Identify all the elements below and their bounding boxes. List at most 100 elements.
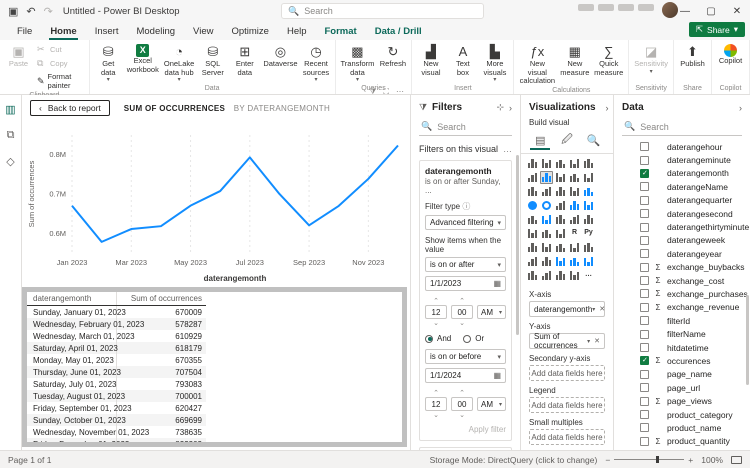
get-more-visuals-icon[interactable]: … (585, 271, 592, 278)
table-row[interactable]: Friday, September 01, 2023 620427 (27, 402, 206, 414)
arcgis-map-icon[interactable] (540, 255, 553, 268)
table-row[interactable]: Monday, May 01, 2023 670355 (27, 354, 206, 366)
key-influencers-icon[interactable] (526, 241, 539, 254)
chevron-down-icon[interactable]: ▾ (592, 306, 596, 313)
slicer-icon[interactable] (526, 269, 539, 282)
menu-tab-optimize[interactable]: Optimize (231, 25, 269, 37)
transform-data-button[interactable]: ▩ Transform data ▾ (340, 44, 375, 84)
table-row[interactable]: Tuesday, August 01, 2023 700001 (27, 390, 206, 402)
field-item-daterangequarter[interactable]: daterangequarter (614, 194, 750, 207)
donut-chart-icon[interactable] (540, 199, 553, 212)
tab-format-visual[interactable]: 🖉 (561, 133, 573, 146)
table-row[interactable]: Saturday, July 01, 2023 793083 (27, 378, 206, 390)
new-visual-calculation-button[interactable]: ƒx New visual calculation (519, 44, 556, 86)
quick-measure-button[interactable]: ∑ Quick measure (594, 44, 624, 77)
well-dropzone[interactable]: Add data fields here (529, 365, 605, 381)
field-checkbox[interactable] (640, 209, 649, 219)
condition1-dropdown[interactable]: is on or after ▾ (425, 257, 506, 272)
field-checkbox[interactable] (640, 356, 649, 366)
smart-narrative-icon[interactable] (568, 241, 581, 254)
table-header-daterangemonth[interactable]: daterangemonth (27, 292, 117, 306)
field-checkbox[interactable] (640, 222, 649, 232)
filter-funnel-icon[interactable]: ⧩ (369, 87, 377, 96)
field-checkbox[interactable] (640, 289, 649, 299)
treemap-icon[interactable] (554, 199, 567, 212)
power-automate-icon[interactable] (568, 255, 581, 268)
daterangemonth-filter-card[interactable]: daterangemonth is on or after Sunday, ..… (419, 160, 512, 441)
calendar-icon[interactable]: ▦ (493, 371, 501, 380)
collapse-pane-icon[interactable]: › (739, 102, 742, 113)
table-row[interactable]: Thursday, June 01, 2023 707504 (27, 366, 206, 378)
more-options-icon[interactable]: ⋯ (396, 87, 404, 96)
gauge-icon[interactable] (554, 213, 567, 226)
hour1-input[interactable]: 12 (425, 305, 447, 319)
field-checkbox[interactable] (640, 235, 649, 245)
minute1-down-icon[interactable]: ⌄ (459, 320, 465, 327)
100-stacked-bar-chart-icon[interactable] (582, 157, 595, 170)
data-search-input[interactable]: 🔍 Search (622, 118, 742, 136)
table-visual-selected[interactable]: daterangemonth Sum of occurrences Sunday… (22, 287, 407, 447)
copy-button[interactable]: ⧉ Copy (37, 58, 68, 68)
button-slicer-icon[interactable] (554, 269, 567, 282)
hour2-down-icon[interactable]: ⌄ (433, 412, 439, 419)
clustered-bar-chart-icon[interactable] (554, 157, 567, 170)
filter-type-dropdown[interactable]: Advanced filtering ▾ (425, 215, 506, 230)
filled-map-icon[interactable] (582, 199, 595, 212)
text-box-button[interactable]: A Text box (456, 44, 470, 77)
focus-mode-icon[interactable]: ⛶ (383, 87, 389, 96)
waterfall-chart-icon[interactable] (554, 185, 567, 198)
tab-analytics[interactable]: 🔍 (586, 134, 601, 147)
field-item-daterangeminute[interactable]: daterangeminute (614, 153, 750, 166)
menu-tab-insert[interactable]: Insert (94, 25, 119, 37)
goals-icon[interactable] (582, 241, 595, 254)
new-slicer-icon[interactable] (568, 269, 581, 282)
excel-workbook-button[interactable]: X Excel workbook (126, 44, 159, 74)
field-item-daterangehour[interactable]: daterangehour (614, 140, 750, 153)
qa-visual-icon[interactable] (554, 241, 567, 254)
table-row[interactable]: Wednesday, November 01, 2023 738635 (27, 426, 206, 438)
field-item-daterangemonth[interactable]: daterangemonth (614, 167, 750, 180)
save-icon[interactable]: ▣ (8, 5, 19, 18)
enter-data-button[interactable]: ⊞ Enter data (235, 44, 254, 77)
zoom-track[interactable] (614, 456, 685, 463)
sql-server-button[interactable]: ⛁ SQL Server (201, 44, 224, 77)
model-view-icon[interactable]: ⧉ (6, 128, 15, 141)
field-item-daterangeyear[interactable]: daterangeyear (614, 247, 750, 260)
undo-icon[interactable]: ↶ (26, 5, 36, 18)
minute2-input[interactable]: 00 (451, 397, 473, 411)
publish-button[interactable]: ⬆ Publish (680, 44, 705, 68)
field-checkbox[interactable] (640, 195, 649, 205)
new-measure-button[interactable]: ▦ New measure (560, 44, 590, 77)
table-row[interactable]: Saturday, April 01, 2023 618179 (27, 342, 206, 354)
menu-tab-format[interactable]: Format (324, 25, 357, 37)
global-search-input[interactable]: 🔍 Search (281, 3, 484, 19)
field-checkbox[interactable] (640, 423, 649, 433)
apply-filter-button[interactable]: Apply filter (468, 425, 506, 434)
card-icon[interactable] (568, 213, 581, 226)
fit-to-page-icon[interactable] (731, 455, 742, 464)
sensitivity-button[interactable]: ◪ Sensitivity ▾ (634, 44, 668, 75)
minute1-input[interactable]: 00 (451, 305, 473, 319)
back-to-report-button[interactable]: ‹ Back to report (30, 100, 110, 116)
field-item-page_url[interactable]: page_url (614, 381, 750, 394)
date2-input[interactable]: 1/1/2024 ▦ (425, 368, 506, 383)
menu-tab-help[interactable]: Help (286, 25, 307, 37)
more-options-icon[interactable]: … (503, 144, 512, 154)
field-checkbox[interactable] (640, 249, 649, 259)
minute1-up-icon[interactable]: ⌃ (459, 298, 465, 305)
share-button[interactable]: ⇱ Share ▾ (688, 22, 745, 37)
paginated-report-icon[interactable] (526, 255, 539, 268)
r-script-visual-icon[interactable]: R (571, 229, 578, 236)
remove-field-icon[interactable]: ✕ (594, 338, 600, 345)
line-chart-visual[interactable]: 0.6M 0.7M 0.8M Jan 2023 Mar 2023 May 2023 Jul … (22, 121, 410, 285)
metrics-icon[interactable] (582, 255, 595, 268)
copilot-button[interactable]: Copilot (715, 42, 746, 66)
field-checkbox[interactable] (640, 369, 649, 379)
field-item-filterName[interactable]: filterName (614, 327, 750, 340)
tab-build-visual[interactable]: ▤ (528, 131, 552, 150)
menu-tab-file[interactable]: File (17, 25, 33, 37)
